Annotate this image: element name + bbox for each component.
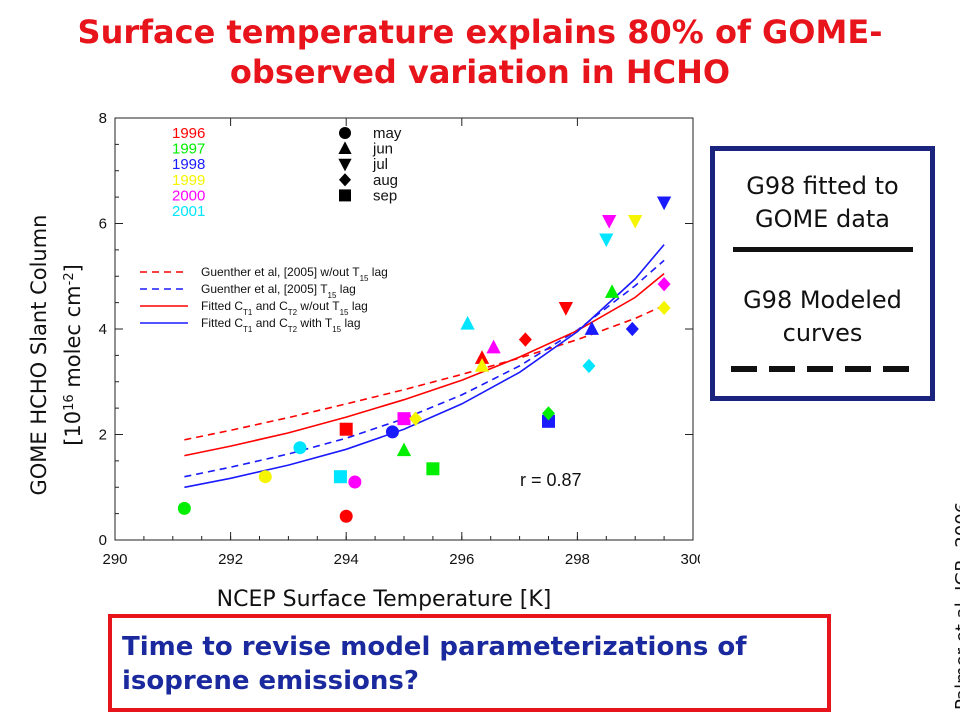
- data-point: [584, 321, 599, 335]
- month-legend-marker: [339, 127, 351, 139]
- dashed-line-sample: [731, 366, 917, 372]
- month-legend-marker: [338, 158, 352, 172]
- y-tick-label: 4: [99, 321, 107, 338]
- x-axis-label: NCEP Surface Temperature [K]: [217, 587, 552, 612]
- data-point: [396, 442, 412, 457]
- year-legend-entry: 1996: [172, 125, 205, 142]
- year-legend-entry: 1998: [172, 156, 205, 173]
- month-legend-marker: [338, 141, 352, 154]
- data-point: [657, 277, 671, 292]
- year-legend-entry: 1999: [172, 172, 205, 189]
- axes: 290 292 294 296 298 300 0 2 4 6 8: [99, 110, 700, 568]
- data-point: [177, 501, 191, 515]
- year-legend-entry: 2000: [172, 187, 205, 204]
- data-point: [474, 358, 490, 372]
- data-point: [339, 509, 353, 523]
- y-tick-label: 0: [99, 532, 107, 549]
- question-box: Time to revise model parameterizations o…: [108, 614, 831, 712]
- y-axis-label-line-1: GOME HCHO Slant Column: [27, 215, 51, 496]
- modeled-label-line-1: G98 Modeled: [743, 286, 902, 314]
- x-tick-label: 290: [102, 551, 127, 568]
- data-point: [542, 414, 555, 428]
- fit-curve: [184, 244, 665, 489]
- scatter-chart: 290 292 294 296 298 300 0 2 4 6 8 1996199719981999…: [27, 110, 700, 612]
- fit-curves: [184, 244, 665, 489]
- data-point: [258, 470, 272, 484]
- data-point: [339, 422, 353, 436]
- fitted-label-line-2: GOME data: [754, 205, 891, 233]
- curve-legend-label: Fitted CT1 and CT2 w/out T15 lag: [201, 299, 368, 317]
- fit-curve: [184, 304, 665, 441]
- correlation-annotation: r = 0.87: [520, 470, 582, 490]
- curve-legend-label: Fitted CT1 and CT2 with T15 lag: [201, 316, 361, 334]
- model-legend-box: G98 fitted to GOME data G98 Modeled curv…: [710, 146, 935, 401]
- month-legend-marker: [339, 173, 351, 187]
- data-point: [397, 412, 411, 426]
- title-line-1: Surface temperature explains 80% of GOME…: [77, 13, 883, 51]
- data-point: [460, 315, 475, 330]
- month-legend-label: may: [373, 125, 402, 142]
- data-point: [293, 441, 307, 455]
- question-line-1: Time to revise model parameterizations o…: [122, 632, 747, 662]
- solid-line-sample: [733, 247, 913, 252]
- year-legend-entry: 1997: [172, 141, 205, 158]
- x-tick-label: 294: [334, 551, 359, 568]
- curve-legend-label: Guenther et al, [2005] T15 lag: [201, 282, 356, 300]
- month-legend-label: aug: [373, 172, 398, 189]
- data-point: [409, 411, 423, 426]
- month-legend-marker: [339, 189, 351, 202]
- month-legend-label: sep: [373, 187, 397, 204]
- curve-legend-label: Guenther et al, [2005] w/out T15 lag: [201, 265, 388, 283]
- data-point: [657, 300, 671, 316]
- modeled-label-line-2: curves: [782, 319, 863, 347]
- x-tick-label: 292: [218, 551, 243, 568]
- data-point: [486, 339, 501, 354]
- fit-curve: [184, 259, 665, 478]
- question-line-2: isoprene emissions?: [122, 666, 419, 696]
- data-point: [602, 215, 617, 229]
- data-points: [177, 196, 672, 523]
- citation: Palmer et al, JGR, 2006.: [952, 496, 960, 710]
- y-axis-label-line-2: [1016 molec cm-2]: [61, 264, 85, 446]
- data-point: [604, 284, 620, 298]
- data-point: [333, 470, 347, 484]
- fit-curve: [184, 272, 665, 457]
- data-point: [656, 196, 672, 211]
- month-legend-label: jun: [372, 141, 393, 158]
- data-point: [518, 332, 532, 347]
- y-tick-label: 6: [99, 216, 107, 233]
- data-point: [348, 475, 362, 489]
- x-tick-label: 300: [680, 551, 700, 568]
- data-point: [426, 462, 440, 476]
- data-point: [625, 321, 639, 337]
- title-line-2: observed variation in HCHO: [229, 53, 731, 91]
- x-tick-label: 296: [449, 551, 474, 568]
- fitted-label-line-1: G98 fitted to: [746, 172, 899, 200]
- y-tick-label: 2: [99, 427, 107, 444]
- slide-title: Surface temperature explains 80% of GOME…: [0, 12, 960, 92]
- data-point: [474, 350, 490, 364]
- year-legend-entry: 2001: [172, 203, 205, 220]
- data-point: [542, 406, 555, 421]
- data-point: [628, 215, 643, 229]
- data-point: [558, 302, 573, 316]
- month-legend-label: jul: [372, 156, 388, 173]
- data-point: [599, 233, 614, 248]
- y-tick-label: 8: [99, 110, 107, 127]
- data-point: [385, 425, 399, 439]
- x-tick-label: 298: [565, 551, 590, 568]
- data-point: [582, 358, 596, 374]
